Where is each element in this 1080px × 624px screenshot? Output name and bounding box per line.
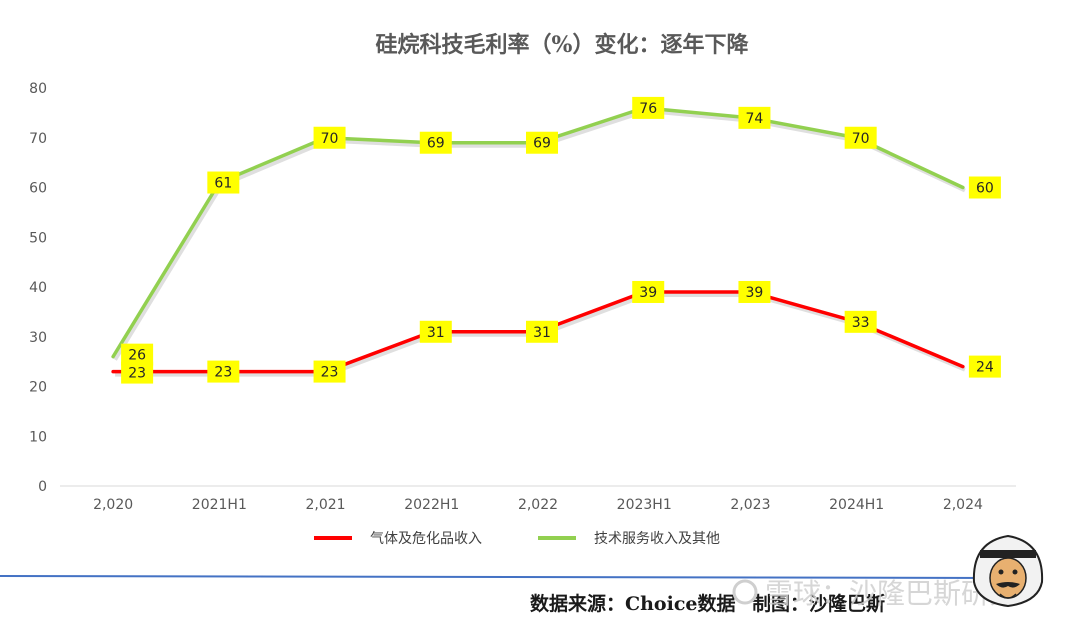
data-label: 23 xyxy=(207,360,240,383)
footer-divider xyxy=(0,575,1001,579)
mascot-icon xyxy=(972,534,1044,608)
data-label-text: 23 xyxy=(128,366,146,382)
x-tick-label: 2,020 xyxy=(93,497,133,513)
data-label: 26 xyxy=(121,343,154,366)
data-label-text: 31 xyxy=(533,325,551,341)
data-label-bg xyxy=(526,320,558,343)
data-label: 61 xyxy=(207,171,240,194)
data-label: 23 xyxy=(121,361,154,384)
y-tick-label: 30 xyxy=(29,330,47,346)
data-label: 76 xyxy=(632,96,665,119)
data-label-bg xyxy=(121,343,154,366)
data-label-text: 74 xyxy=(746,111,764,127)
data-label: 70 xyxy=(313,126,346,149)
x-tick-label: 2,022 xyxy=(518,497,558,513)
data-label-text: 76 xyxy=(639,101,657,117)
y-tick-label: 60 xyxy=(29,181,47,197)
data-label-text: 69 xyxy=(427,136,445,152)
legend-item-1: 气体及危化品收入 xyxy=(314,531,482,547)
data-label-text: 61 xyxy=(214,176,232,192)
data-label: 24 xyxy=(968,355,1001,378)
data-label-text: 23 xyxy=(214,365,232,381)
footer: 数据来源：Choice数据 制图：沙隆巴斯 xyxy=(530,592,885,615)
source-note: 数据来源：Choice数据 xyxy=(530,592,735,615)
data-label-text: 60 xyxy=(976,181,994,197)
data-labels: 23 23 23 31 31 39 39 33 24 26 61 70 69 69 76 74 70 60 xyxy=(121,96,1001,384)
x-tick-label: 2024H1 xyxy=(829,497,884,513)
data-label-bg xyxy=(313,360,346,383)
data-label-bg xyxy=(313,126,346,149)
x-tick-label: 2023H1 xyxy=(617,497,672,513)
data-label-bg xyxy=(968,355,1001,378)
data-label-text: 39 xyxy=(639,285,657,301)
data-label-text: 70 xyxy=(852,131,870,147)
data-label-bg xyxy=(419,131,452,154)
data-label: 70 xyxy=(844,126,877,149)
axes: 0 10 20 30 40 50 60 70 80 2,020 2021H1 2,021 2022H1 2… xyxy=(29,81,1016,513)
data-label-bg xyxy=(207,360,240,383)
data-label-text: 24 xyxy=(976,360,994,376)
y-tick-label: 0 xyxy=(38,479,47,495)
data-label: 39 xyxy=(632,280,665,303)
x-tick-label: 2,021 xyxy=(306,497,346,513)
data-label: 31 xyxy=(526,320,558,343)
x-tick-label: 2022H1 xyxy=(404,497,459,513)
y-tick-label: 70 xyxy=(29,131,47,147)
data-label-bg xyxy=(121,361,154,384)
x-tick-label: 2,023 xyxy=(730,497,770,513)
legend: 气体及危化品收入 技术服务收入及其他 xyxy=(314,531,720,547)
data-label: 23 xyxy=(313,360,346,383)
data-label-bg xyxy=(419,320,452,343)
data-label-bg xyxy=(526,131,558,154)
legend-label: 技术服务收入及其他 xyxy=(594,531,720,547)
data-label: 33 xyxy=(844,310,877,333)
data-label-bg xyxy=(207,171,240,194)
data-label-bg xyxy=(738,106,771,129)
data-label-text: 33 xyxy=(852,315,870,331)
y-tick-label: 50 xyxy=(29,230,47,246)
data-label-text: 69 xyxy=(533,136,551,152)
data-label: 60 xyxy=(968,176,1001,199)
chart-title: 硅烷科技毛利率（%）变化：逐年下降 xyxy=(376,32,750,58)
data-label: 31 xyxy=(419,320,452,343)
legend-item-2: 技术服务收入及其他 xyxy=(538,531,720,547)
y-tick-label: 40 xyxy=(29,280,47,296)
y-tick-label: 10 xyxy=(29,429,47,445)
data-label-text: 70 xyxy=(321,131,339,147)
data-label-text: 23 xyxy=(321,365,339,381)
x-tick-label: 2021H1 xyxy=(192,497,247,513)
watermark-logo-icon xyxy=(732,579,758,605)
chart-credit: 制图：沙隆巴斯 xyxy=(752,592,885,615)
data-label-bg xyxy=(632,96,665,119)
data-label: 69 xyxy=(419,131,452,154)
data-label: 69 xyxy=(526,131,558,154)
data-label: 74 xyxy=(738,106,771,129)
data-label-bg xyxy=(968,176,1001,199)
data-label-bg xyxy=(844,126,877,149)
data-label-bg xyxy=(738,280,771,303)
data-label-bg xyxy=(844,310,877,333)
data-label-text: 26 xyxy=(128,348,146,364)
legend-label: 气体及危化品收入 xyxy=(370,531,482,547)
data-label-bg xyxy=(632,280,665,303)
data-label: 39 xyxy=(738,280,771,303)
x-tick-label: 2,024 xyxy=(943,497,983,513)
y-tick-label: 80 xyxy=(29,81,47,97)
data-label-text: 31 xyxy=(427,325,445,341)
y-tick-label: 20 xyxy=(29,380,47,396)
data-label-text: 39 xyxy=(746,285,764,301)
